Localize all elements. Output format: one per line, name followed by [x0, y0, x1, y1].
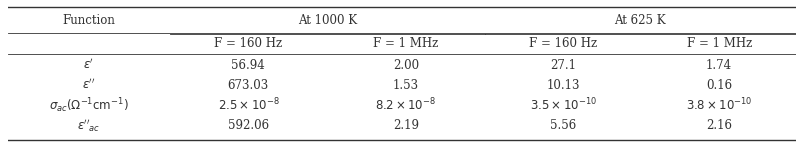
Text: At 625 K: At 625 K [613, 14, 666, 27]
Text: 56.94: 56.94 [231, 59, 265, 72]
Text: Function: Function [63, 14, 115, 27]
Text: 1.74: 1.74 [705, 59, 732, 72]
Text: F = 1 MHz: F = 1 MHz [373, 37, 438, 50]
Text: 27.1: 27.1 [550, 59, 576, 72]
Text: At 1000 K: At 1000 K [297, 14, 357, 27]
Text: $\sigma_{ac}(\Omega^{-1}\mathrm{cm}^{-1})$: $\sigma_{ac}(\Omega^{-1}\mathrm{cm}^{-1}… [49, 96, 128, 115]
Text: 10.13: 10.13 [546, 79, 580, 92]
Text: 2.16: 2.16 [705, 119, 732, 132]
Text: 2.19: 2.19 [393, 119, 418, 132]
Text: 2.00: 2.00 [393, 59, 418, 72]
Text: $\varepsilon''_{ac}$: $\varepsilon''_{ac}$ [77, 117, 100, 134]
Text: F = 160 Hz: F = 160 Hz [529, 37, 597, 50]
Text: $8.2 \times 10^{-8}$: $8.2 \times 10^{-8}$ [375, 97, 436, 113]
Text: 592.06: 592.06 [227, 119, 268, 132]
Text: $3.5 \times 10^{-10}$: $3.5 \times 10^{-10}$ [529, 97, 597, 113]
Text: $2.5 \times 10^{-8}$: $2.5 \times 10^{-8}$ [218, 97, 279, 113]
Text: F = 160 Hz: F = 160 Hz [214, 37, 282, 50]
Text: $\varepsilon''$: $\varepsilon''$ [82, 78, 96, 92]
Text: F = 1 MHz: F = 1 MHz [686, 37, 751, 50]
Text: 0.16: 0.16 [705, 79, 732, 92]
Text: 673.03: 673.03 [227, 79, 269, 92]
Text: $\varepsilon'$: $\varepsilon'$ [84, 58, 94, 72]
Text: 1.53: 1.53 [393, 79, 418, 92]
Text: 5.56: 5.56 [550, 119, 576, 132]
Text: $3.8 \times 10^{-10}$: $3.8 \times 10^{-10}$ [685, 97, 752, 113]
